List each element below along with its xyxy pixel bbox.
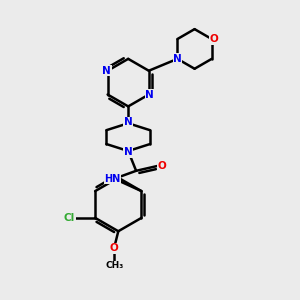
Text: N: N bbox=[146, 89, 154, 100]
Text: O: O bbox=[158, 161, 166, 171]
Text: N: N bbox=[173, 54, 182, 64]
Text: Cl: Cl bbox=[64, 213, 75, 223]
Text: CH₃: CH₃ bbox=[105, 261, 124, 270]
Text: N: N bbox=[102, 66, 111, 76]
Text: O: O bbox=[110, 243, 119, 253]
Text: O: O bbox=[209, 34, 218, 44]
Text: HN: HN bbox=[104, 174, 121, 184]
Text: N: N bbox=[124, 117, 133, 127]
Text: N: N bbox=[124, 147, 133, 157]
